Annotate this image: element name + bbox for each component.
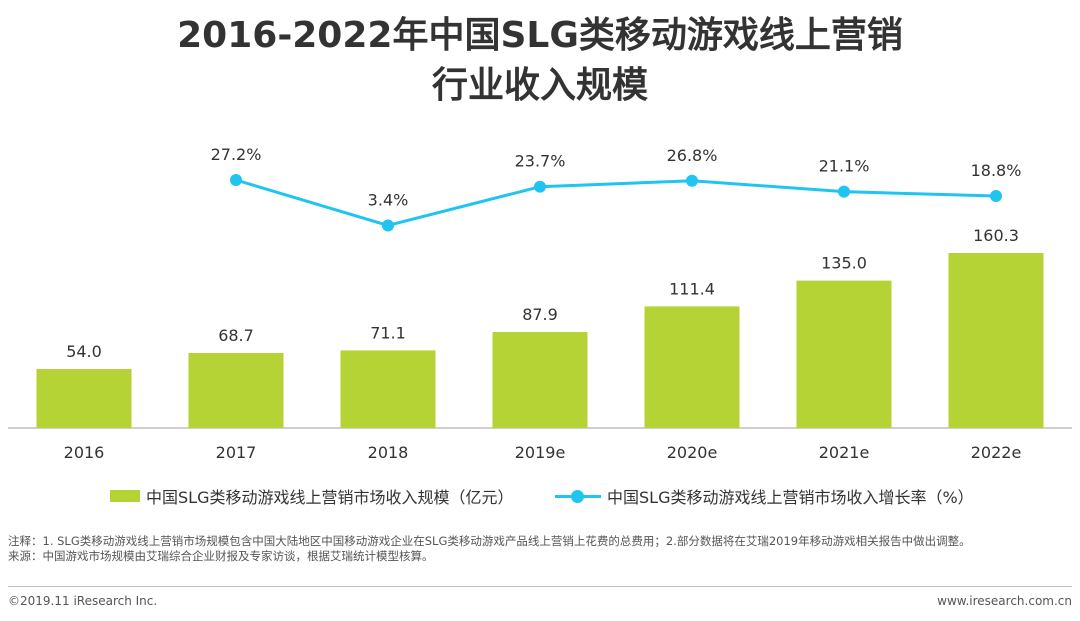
x-tick-label: 2020e <box>667 443 718 462</box>
bar-value-label: 71.1 <box>370 323 406 342</box>
source-text: 来源：中国游戏市场规模由艾瑞综合企业财报及专家访谈，根据艾瑞统计模型核算。 <box>8 549 434 563</box>
growth-value-label: 23.7% <box>515 152 566 171</box>
footer-divider <box>8 586 1072 587</box>
notes: 注释：1. SLG类移动游戏线上营销市场规模包含中国大陆地区中国移动游戏企业在S… <box>8 534 1072 564</box>
bar <box>340 350 436 428</box>
bar <box>36 369 132 428</box>
copyright-text: ©2019.11 iResearch Inc. <box>8 594 158 608</box>
legend-bar-swatch <box>110 490 140 502</box>
growth-line <box>235 178 997 228</box>
growth-point <box>534 180 546 193</box>
bar <box>188 353 284 428</box>
chart-area: 54.0 2016 68.7 2017 71.1 2018 87.9 2019e 111.4 20… <box>8 145 1072 462</box>
growth-point <box>230 174 242 186</box>
growth-value-label: 18.8% <box>971 161 1022 180</box>
growth-point <box>686 174 698 187</box>
growth-value-label: 27.2% <box>211 145 262 164</box>
note-text: 注释：1. SLG类移动游戏线上营销市场规模包含中国大陆地区中国移动游戏企业在S… <box>8 534 971 548</box>
x-tick-label: 2018 <box>368 443 409 462</box>
bar <box>644 306 740 428</box>
bar <box>492 332 588 428</box>
x-tick-label: 2017 <box>216 443 257 462</box>
x-tick-label: 2016 <box>64 443 105 462</box>
legend-item-bar: 中国SLG类移动游戏线上营销市场收入规模（亿元） <box>110 484 513 508</box>
bar-value-label: 160.3 <box>973 226 1019 245</box>
bar-value-label: 135.0 <box>821 254 867 273</box>
growth-point <box>990 190 1002 203</box>
bar-value-label: 87.9 <box>522 305 558 324</box>
growth-point <box>838 185 850 198</box>
chart-title-line2: 行业收入规模 <box>431 65 648 106</box>
legend-item-line: 中国SLG类移动游戏线上营销市场收入增长率（%） <box>555 484 974 508</box>
x-tick-label: 2021e <box>819 443 870 462</box>
growth-value-label: 26.8% <box>667 146 718 165</box>
legend-line-swatch <box>555 489 601 503</box>
bar-value-label: 68.7 <box>218 326 254 345</box>
bar-value-label: 111.4 <box>669 279 715 298</box>
bar <box>796 280 892 428</box>
chart-title-line1: 2016-2022年中国SLG类移动游戏线上营销 <box>177 15 903 56</box>
growth-value-label: 3.4% <box>368 191 409 210</box>
website-text: www.iresearch.com.cn <box>937 594 1072 608</box>
growth-value-label: 21.1% <box>819 157 870 176</box>
growth-point <box>382 219 394 232</box>
bar-value-label: 54.0 <box>66 342 102 361</box>
bar <box>948 253 1044 428</box>
x-tick-label: 2019e <box>515 443 566 462</box>
x-tick-label: 2022e <box>971 443 1022 462</box>
legend-line-label: 中国SLG类移动游戏线上营销市场收入增长率（%） <box>607 488 974 507</box>
legend-bar-label: 中国SLG类移动游戏线上营销市场收入规模（亿元） <box>146 488 514 507</box>
